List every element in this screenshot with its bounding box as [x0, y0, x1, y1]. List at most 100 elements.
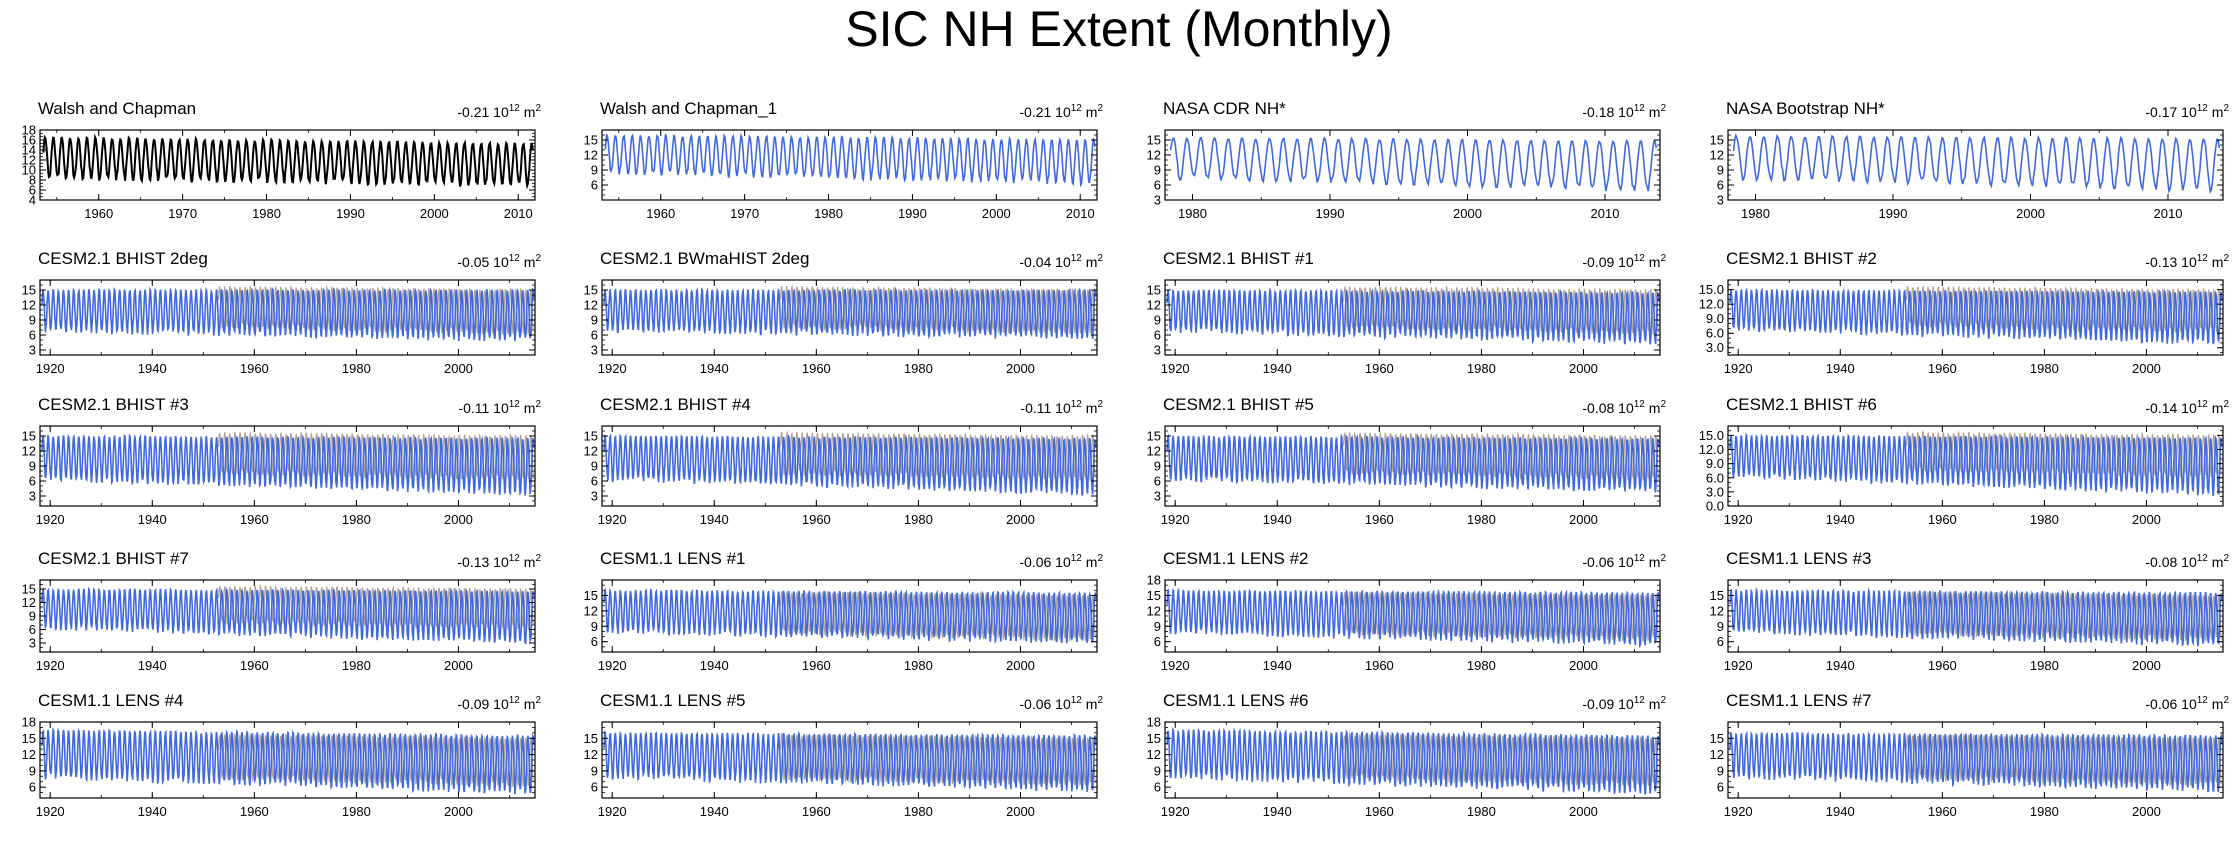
- y-tick-label: 18: [1147, 573, 1161, 588]
- x-tick-label: 2000: [2016, 206, 2045, 221]
- series-line-walsh-and-chapman-1: [604, 132, 1096, 188]
- panel-title: NASA CDR NH*: [1163, 99, 1286, 118]
- series-group: [1166, 430, 1660, 493]
- y-tick-label: 3: [1154, 489, 1161, 504]
- series-line-model: [603, 729, 1097, 792]
- y-tick-label: 12: [584, 603, 598, 618]
- series-group: [41, 284, 535, 342]
- plot-frame: [39, 279, 536, 356]
- series-line-model: [603, 587, 1097, 645]
- x-tick-label: 1980: [904, 804, 933, 819]
- x-tick-label: 1990: [1879, 206, 1908, 221]
- x-tick-label: 1940: [1263, 512, 1292, 527]
- y-tick-label: 15: [584, 283, 598, 298]
- y-tick-label: 12.0: [1699, 442, 1724, 457]
- y-tick-label: 15: [1147, 588, 1161, 603]
- y-tick-label: 12: [1147, 444, 1161, 459]
- x-tick-label: 1980: [904, 512, 933, 527]
- series-line-model: [1729, 586, 2223, 647]
- y-tick-label: 6: [591, 328, 598, 343]
- y-tick-label: 9: [591, 313, 598, 328]
- series-line-model: [603, 286, 1097, 340]
- y-tick-label: 6: [591, 474, 598, 489]
- series-group: [41, 430, 535, 496]
- panel-title: CESM2.1 BHIST #4: [600, 395, 751, 414]
- series-group: [41, 583, 535, 645]
- series-group: [1166, 285, 1660, 345]
- y-tick-label: 6: [29, 183, 36, 198]
- series-group: [41, 726, 535, 795]
- panel-trend: -0.13 1012 m2: [2145, 253, 2229, 270]
- x-tick-label: 1940: [1263, 804, 1292, 819]
- x-tick-label: 1960: [240, 361, 269, 376]
- x-tick-label: 1960: [1365, 361, 1394, 376]
- x-tick-label: 1980: [342, 512, 371, 527]
- x-tick-label: 1920: [1724, 658, 1753, 673]
- x-tick-label: 1990: [898, 206, 927, 221]
- y-tick-label: 12.0: [1699, 297, 1724, 312]
- y-tick-label: 3: [591, 343, 598, 358]
- y-tick-label: 12: [1147, 747, 1161, 762]
- y-tick-label: 18: [1147, 715, 1161, 730]
- x-tick-label: 1940: [138, 658, 167, 673]
- y-tick-label: 9: [29, 763, 36, 778]
- x-tick-label: 1920: [36, 512, 65, 527]
- x-tick-label: 2000: [1569, 658, 1598, 673]
- panel-trend: -0.21 1012 m2: [457, 103, 541, 120]
- x-tick-label: 1920: [598, 658, 627, 673]
- x-tick-label: 1960: [1928, 658, 1957, 673]
- series-line-model: [1166, 433, 1660, 493]
- x-tick-label: 1960: [1928, 804, 1957, 819]
- y-tick-label: 6.0: [1706, 326, 1724, 341]
- x-tick-label: 2000: [1569, 512, 1598, 527]
- x-tick-label: 1980: [342, 804, 371, 819]
- y-tick-label: 9: [591, 619, 598, 634]
- series-group: [1166, 726, 1660, 795]
- x-tick-label: 1920: [598, 361, 627, 376]
- x-tick-label: 1980: [1467, 361, 1496, 376]
- y-tick-label: 9: [29, 609, 36, 624]
- panel-trend: -0.06 1012 m2: [2145, 695, 2229, 712]
- y-tick-label: 6: [1154, 178, 1161, 193]
- y-tick-label: 6: [1717, 780, 1724, 795]
- x-tick-label: 1920: [1161, 512, 1190, 527]
- y-tick-label: 9: [1717, 763, 1724, 778]
- x-tick-label: 1940: [700, 361, 729, 376]
- y-tick-label: 3: [1154, 343, 1161, 358]
- y-tick-label: 6: [1154, 474, 1161, 489]
- x-tick-label: 1960: [802, 512, 831, 527]
- x-tick-label: 1920: [598, 512, 627, 527]
- y-tick-label: 12: [1710, 603, 1724, 618]
- x-tick-label: 1960: [240, 512, 269, 527]
- y-tick-label: 15: [584, 133, 598, 148]
- x-tick-label: 1960: [240, 658, 269, 673]
- x-tick-label: 1960: [646, 206, 675, 221]
- y-tick-label: 12: [22, 595, 36, 610]
- panel-title: CESM2.1 BHIST #7: [38, 549, 189, 568]
- x-tick-label: 2010: [504, 206, 533, 221]
- y-tick-label: 15: [1147, 429, 1161, 444]
- series-line-model: [1166, 286, 1660, 345]
- y-tick-label: 6: [29, 780, 36, 795]
- y-tick-label: 14: [22, 143, 36, 158]
- x-tick-label: 1980: [342, 361, 371, 376]
- panel-title: CESM2.1 BHIST #3: [38, 395, 189, 414]
- x-tick-label: 1980: [2030, 512, 2059, 527]
- series-group: [1169, 136, 1658, 192]
- x-tick-label: 1960: [1365, 512, 1394, 527]
- panel-trend: -0.06 1012 m2: [1019, 553, 1103, 570]
- x-tick-label: 1980: [252, 206, 281, 221]
- panel-trend: -0.06 1012 m2: [1582, 553, 1666, 570]
- y-tick-label: 15: [22, 429, 36, 444]
- series-line-model: [1166, 726, 1660, 795]
- x-tick-label: 1980: [904, 361, 933, 376]
- y-tick-label: 12: [1710, 747, 1724, 762]
- y-tick-label: 15: [584, 731, 598, 746]
- y-tick-label: 15.0: [1699, 282, 1724, 297]
- x-tick-label: 1970: [168, 206, 197, 221]
- panel-title: NASA Bootstrap NH*: [1726, 99, 1885, 118]
